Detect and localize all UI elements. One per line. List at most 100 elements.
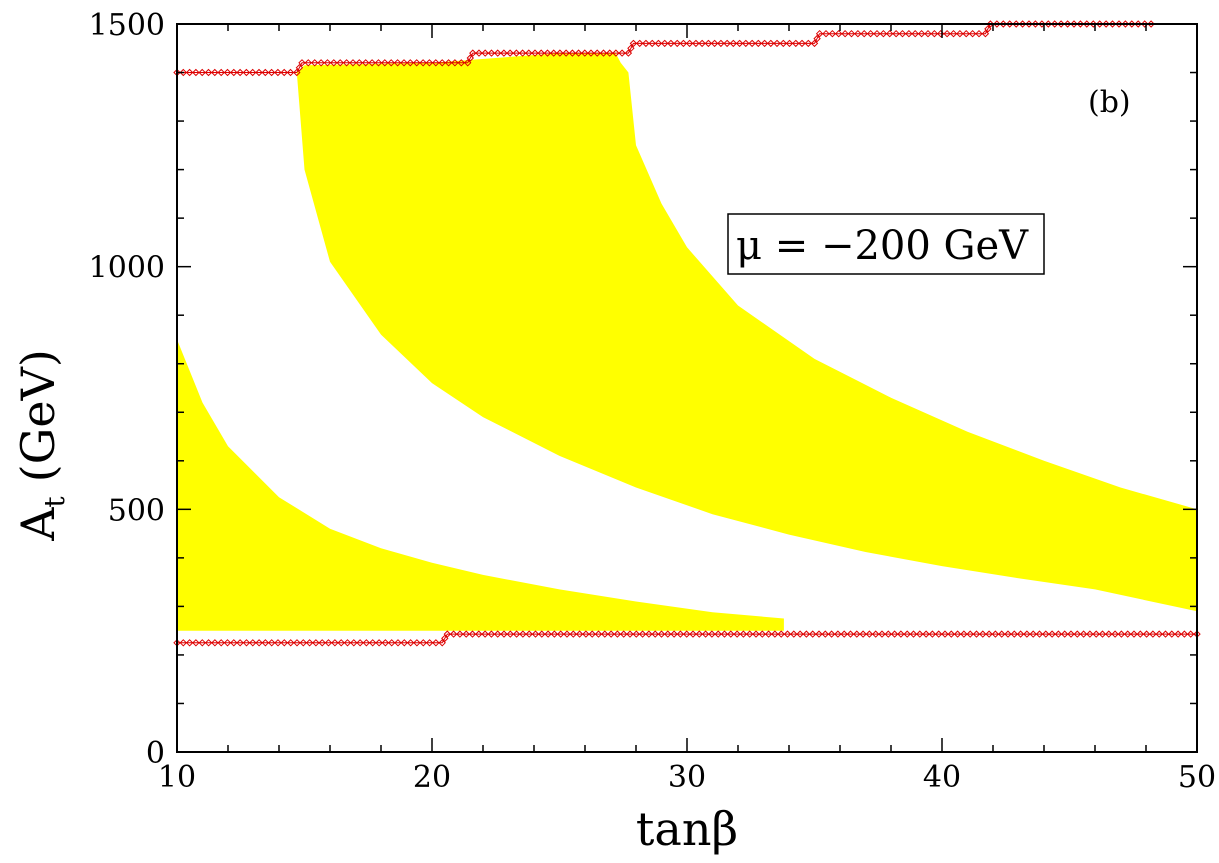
upper-boundary-curve-marker [798,39,806,48]
lower-boundary-curve-marker [708,630,716,638]
upper-boundary-curve-marker [323,59,332,67]
lower-boundary-curve-marker [594,630,603,638]
upper-boundary-curve-marker [624,49,633,57]
x-tick-label: 20 [413,760,451,795]
upper-boundary-curve-marker [815,29,824,38]
upper-boundary-curve-marker [280,68,288,77]
lower-boundary-curve-marker [230,639,238,647]
upper-boundary-curve-marker [612,49,620,57]
lower-boundary-curve-marker [1186,630,1195,638]
upper-boundary-curve-marker [981,29,990,38]
upper-boundary-curve-marker [642,39,650,48]
lower-boundary-curve-marker [695,630,704,638]
upper-boundary-curve-marker [512,49,521,57]
upper-boundary-curve-marker [342,59,351,67]
upper-boundary-curve-marker [879,29,888,38]
lower-boundary-curve-marker [198,639,207,647]
lower-boundary-curve-marker [682,630,691,638]
y-tick-labels: 0 500 1000 1500 [89,8,165,771]
lower-boundary-curve-marker [846,630,855,638]
upper-boundary-curve-marker [475,49,483,57]
upper-boundary-curve-marker [804,39,813,48]
upper-boundary-curve-marker [444,59,453,67]
lower-boundary-curve-marker [796,630,804,638]
lower-boundary-curve-marker [966,630,974,638]
lower-boundary-curve-marker [179,639,188,647]
upper-boundary-curve-marker [330,59,338,67]
upper-boundary-curve-marker [261,68,270,77]
lower-boundary-curve-marker [312,639,320,647]
lower-boundary-curve-marker [468,630,477,638]
upper-boundary-curve-marker [518,49,527,57]
lower-boundary-curve-marker [443,630,452,638]
upper-boundary-curve-marker [956,29,964,38]
lower-boundary-curve-marker [432,639,440,647]
lower-boundary-curve-marker [261,639,270,647]
lower-boundary-curve-marker [1016,630,1025,638]
lower-boundary-curve-marker [632,630,641,638]
lower-boundary-curve-marker [1161,630,1170,638]
upper-boundary-curve-marker [487,49,496,57]
x-axis-title: tanβ [636,802,738,856]
upper-boundary-curve-marker [406,59,415,67]
lower-boundary-curve-marker [676,630,685,638]
upper-boundary-curve-marker [917,29,926,38]
lower-boundary-curve-marker [972,630,981,638]
upper-boundary-curve-marker [525,49,533,57]
upper-boundary-curve-marker [673,39,681,48]
lower-boundary-curve-marker [242,639,251,647]
lower-boundary-curve-marker [538,630,546,638]
lower-boundary-curve-marker [1029,630,1037,638]
lower-boundary-curve-marker [1098,630,1107,638]
upper-boundary-curve-marker [748,39,756,48]
allowed-region-2 [296,53,1197,612]
upper-boundary-curve-marker [248,68,257,77]
lower-boundary-curve-marker [733,630,741,638]
annotation-text: μ = −200 GeV [736,223,1029,269]
upper-boundary-curve-marker [374,59,383,67]
lower-boundary-curve-marker [274,639,282,647]
upper-boundary-curve-marker [393,59,402,67]
lower-boundary-curve-marker [601,630,609,638]
lower-boundary-curve-marker [752,630,760,638]
upper-boundary-curve-marker [892,29,900,38]
upper-boundary-curve-marker [317,59,325,67]
lower-boundary-curve-marker [185,639,194,647]
lower-boundary-curve-marker [1048,630,1056,638]
upper-boundary-curve-marker [760,39,769,48]
lower-boundary-curve-marker [425,639,434,647]
lower-boundary-curve-marker [626,630,634,638]
upper-boundary-curve-marker [457,59,466,67]
upper-boundary-curve-marker [866,29,875,38]
upper-boundary-curve-marker [463,59,472,67]
upper-boundary-curve-marker [667,39,675,48]
upper-boundary-curve-marker [905,29,913,38]
lower-boundary-curve-marker [280,639,289,647]
lower-boundary-curve-marker [1130,630,1138,638]
upper-boundary-curve-marker [242,68,251,77]
upper-boundary-curve-marker [438,59,446,67]
lower-boundary-curve-marker [563,630,571,638]
lower-boundary-curve-marker [670,630,678,638]
lower-boundary-curve-marker [217,639,225,647]
lower-boundary-curve-marker [413,639,421,647]
lower-boundary-curve-marker [903,630,911,638]
lower-boundary-curve-marker [664,630,672,638]
lower-boundary-curve-marker [853,630,861,638]
upper-boundary-curve-marker [767,39,775,48]
y-tick-label: 1000 [89,251,165,286]
lower-boundary-curve-marker [305,639,314,647]
lower-boundary-curve-marker [331,639,339,647]
upper-boundary-curve-marker [185,68,194,77]
lower-boundary-curve-marker [997,630,1006,638]
upper-boundary-curve-marker [654,39,663,48]
upper-boundary-curve-marker [968,29,977,38]
lower-boundary-curve-marker [387,639,396,647]
lower-boundary-curve-marker [343,639,352,647]
x-tick-label: 50 [1178,760,1216,795]
lower-boundary-curve-marker [493,630,502,638]
upper-boundary-curve-marker [949,29,958,38]
upper-boundary-curve-marker [267,68,276,77]
upper-boundary-curve-marker [828,29,837,38]
lower-boundary-curve-marker [802,630,811,638]
